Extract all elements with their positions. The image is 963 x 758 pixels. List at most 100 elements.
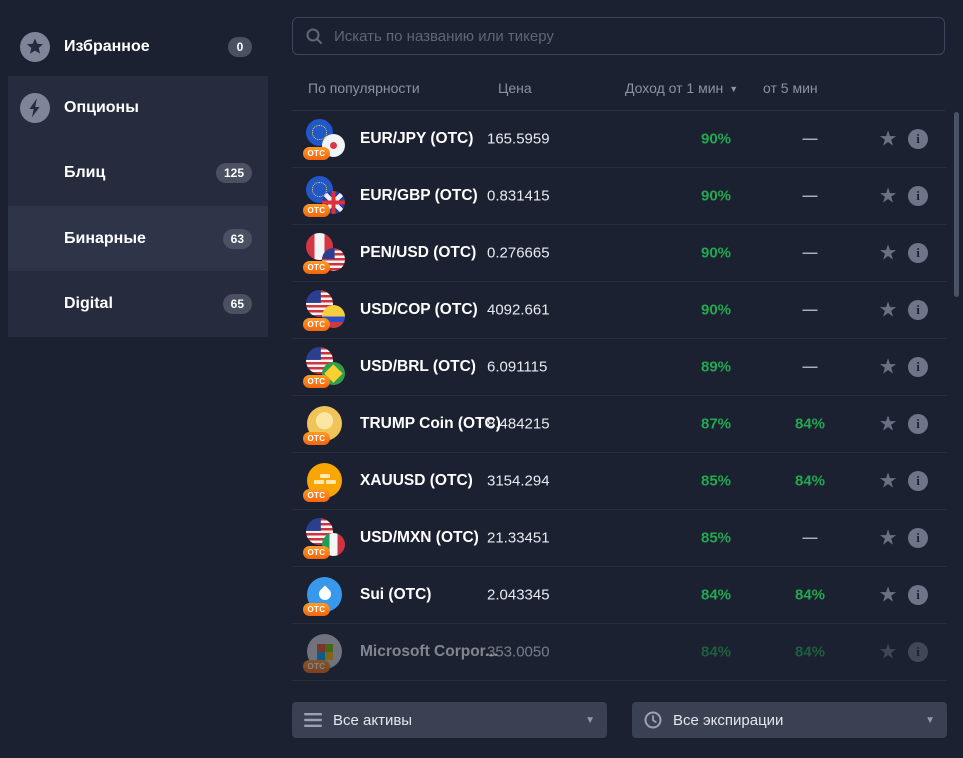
asset-row[interactable]: OTC USD/COP (OTC) 4092.661 90% — ★ i bbox=[292, 282, 947, 339]
asset-name: PEN/USD (OTC) bbox=[360, 244, 477, 261]
info-icon[interactable]: i bbox=[908, 357, 928, 377]
profit-1min-value: 89% bbox=[700, 358, 732, 376]
asset-row[interactable]: OTC PEN/USD (OTC) 0.276665 90% — ★ i bbox=[292, 225, 947, 282]
profit-1min-value: 87% bbox=[700, 415, 732, 433]
otc-badge: OTC bbox=[303, 489, 330, 502]
count-badge: 65 bbox=[222, 294, 252, 314]
lightning-circle-icon bbox=[20, 93, 50, 123]
info-icon[interactable]: i bbox=[908, 414, 928, 434]
scrollbar-thumb[interactable] bbox=[954, 112, 959, 297]
asset-price: 0.276665 bbox=[487, 244, 550, 262]
count-badge: 63 bbox=[222, 228, 252, 249]
asset-name: EUR/GBP (OTC) bbox=[360, 187, 478, 204]
profit-5min-value: 84% bbox=[794, 472, 826, 490]
asset-name: Microsoft Corpor... bbox=[360, 643, 498, 660]
asset-price: 3154.294 bbox=[487, 472, 550, 490]
asset-row[interactable]: OTC EUR/GBP (OTC) 0.831415 90% — ★ i bbox=[292, 168, 947, 225]
favorite-star-icon[interactable]: ★ bbox=[878, 640, 898, 664]
asset-name: EUR/JPY (OTC) bbox=[360, 130, 474, 147]
favorite-star-icon[interactable]: ★ bbox=[878, 412, 898, 436]
asset-row[interactable]: OTC Microsoft Corpor... 353.0050 84% 84%… bbox=[292, 624, 947, 681]
profit-1min-value: 90% bbox=[700, 187, 732, 205]
clock-icon bbox=[644, 711, 662, 729]
search-box bbox=[292, 17, 945, 55]
info-icon[interactable]: i bbox=[908, 471, 928, 491]
sidebar-group-options: Опционы Блиц 125 Бинарные 63 Digital 65 bbox=[8, 76, 268, 337]
otc-badge: OTC bbox=[303, 603, 330, 616]
favorite-star-icon[interactable]: ★ bbox=[878, 526, 898, 550]
info-icon[interactable]: i bbox=[908, 186, 928, 206]
asset-icon: OTC bbox=[303, 632, 345, 673]
asset-row[interactable]: OTC USD/MXN (OTC) 21.33451 85% — ★ i bbox=[292, 510, 947, 567]
otc-badge: OTC bbox=[303, 375, 330, 388]
asset-name: USD/BRL (OTC) bbox=[360, 358, 476, 375]
profit-5min-column-header: от 5 мин bbox=[763, 80, 818, 96]
favorite-star-icon[interactable]: ★ bbox=[878, 127, 898, 151]
dropdown-value: Все экспирации bbox=[673, 711, 784, 729]
count-badge: 0 bbox=[228, 37, 252, 57]
chevron-down-icon: ▼ bbox=[585, 714, 595, 726]
favorite-star-icon[interactable]: ★ bbox=[878, 583, 898, 607]
expiration-filter-dropdown[interactable]: Все экспирации ▼ bbox=[632, 702, 947, 738]
sidebar-item-label: Блиц bbox=[64, 164, 106, 181]
profit-5min-value: — bbox=[802, 244, 818, 262]
sidebar-item-label: Digital bbox=[64, 295, 113, 312]
sidebar-item-options[interactable]: Опционы bbox=[8, 76, 268, 140]
profit-5min-value: 84% bbox=[794, 643, 826, 661]
asset-price: 0.831415 bbox=[487, 187, 550, 205]
favorite-star-icon[interactable]: ★ bbox=[878, 298, 898, 322]
profit-1min-value: 90% bbox=[700, 301, 732, 319]
otc-badge: OTC bbox=[303, 432, 330, 445]
info-icon[interactable]: i bbox=[908, 585, 928, 605]
header-divider bbox=[292, 110, 945, 111]
asset-icon: OTC bbox=[303, 290, 345, 331]
dropdown-value: Все активы bbox=[333, 711, 413, 729]
asset-row[interactable]: OTC XAUUSD (OTC) 3154.294 85% 84% ★ i bbox=[292, 453, 947, 510]
info-icon[interactable]: i bbox=[908, 129, 928, 149]
asset-row[interactable]: OTC EUR/JPY (OTC) 165.5959 90% — ★ i bbox=[292, 111, 947, 168]
favorite-star-icon[interactable]: ★ bbox=[878, 469, 898, 493]
asset-icon: OTC bbox=[303, 461, 345, 502]
assets-filter-dropdown[interactable]: Все активы ▼ bbox=[292, 702, 607, 738]
asset-row[interactable]: OTC USD/BRL (OTC) 6.091115 89% — ★ i bbox=[292, 339, 947, 396]
chevron-down-icon[interactable]: ▼ bbox=[729, 84, 739, 94]
profit-5min-value: 84% bbox=[794, 586, 826, 604]
sidebar-item-binary[interactable]: Бинарные 63 bbox=[8, 206, 268, 271]
chevron-down-icon: ▼ bbox=[925, 714, 935, 726]
asset-icon: OTC bbox=[303, 404, 345, 445]
asset-icon: OTC bbox=[303, 176, 345, 217]
profit-5min-value: — bbox=[802, 130, 818, 148]
otc-badge: OTC bbox=[303, 147, 330, 160]
profit-1min-value: 90% bbox=[700, 244, 732, 262]
info-icon[interactable]: i bbox=[908, 300, 928, 320]
sidebar-item-digital[interactable]: Digital 65 bbox=[8, 271, 268, 337]
sort-by-popularity-header[interactable]: По популярности bbox=[308, 80, 420, 96]
favorite-star-icon[interactable]: ★ bbox=[878, 355, 898, 379]
profit-5min-value: — bbox=[802, 187, 818, 205]
asset-icon: OTC bbox=[303, 233, 345, 274]
otc-badge: OTC bbox=[303, 660, 330, 673]
info-icon[interactable]: i bbox=[908, 528, 928, 548]
asset-icon: OTC bbox=[303, 347, 345, 388]
favorite-star-icon[interactable]: ★ bbox=[878, 241, 898, 265]
count-badge: 125 bbox=[215, 163, 252, 183]
sidebar-item-favorites[interactable]: Избранное 0 bbox=[0, 24, 268, 70]
profit-1min-column-header[interactable]: Доход от 1 мин ▼ bbox=[625, 80, 739, 96]
info-icon[interactable]: i bbox=[908, 243, 928, 263]
profit-5min-value: 84% bbox=[794, 415, 826, 433]
sidebar-item-label: Бинарные bbox=[64, 229, 146, 247]
sidebar-item-blitz[interactable]: Блиц 125 bbox=[8, 140, 268, 206]
asset-row[interactable]: OTC Sui (OTC) 2.043345 84% 84% ★ i bbox=[292, 567, 947, 624]
favorite-star-icon[interactable]: ★ bbox=[878, 184, 898, 208]
asset-price: 8.484215 bbox=[487, 415, 550, 433]
otc-badge: OTC bbox=[303, 261, 330, 274]
profit-1min-value: 90% bbox=[700, 130, 732, 148]
info-icon[interactable]: i bbox=[908, 642, 928, 662]
otc-badge: OTC bbox=[303, 204, 330, 217]
asset-price: 165.5959 bbox=[487, 130, 550, 148]
search-input[interactable] bbox=[332, 26, 932, 46]
hamburger-icon bbox=[304, 713, 322, 727]
flag-icon-top bbox=[307, 634, 342, 669]
profit-5min-value: — bbox=[802, 358, 818, 376]
asset-row[interactable]: OTC TRUMP Coin (OTC) 8.484215 87% 84% ★ … bbox=[292, 396, 947, 453]
